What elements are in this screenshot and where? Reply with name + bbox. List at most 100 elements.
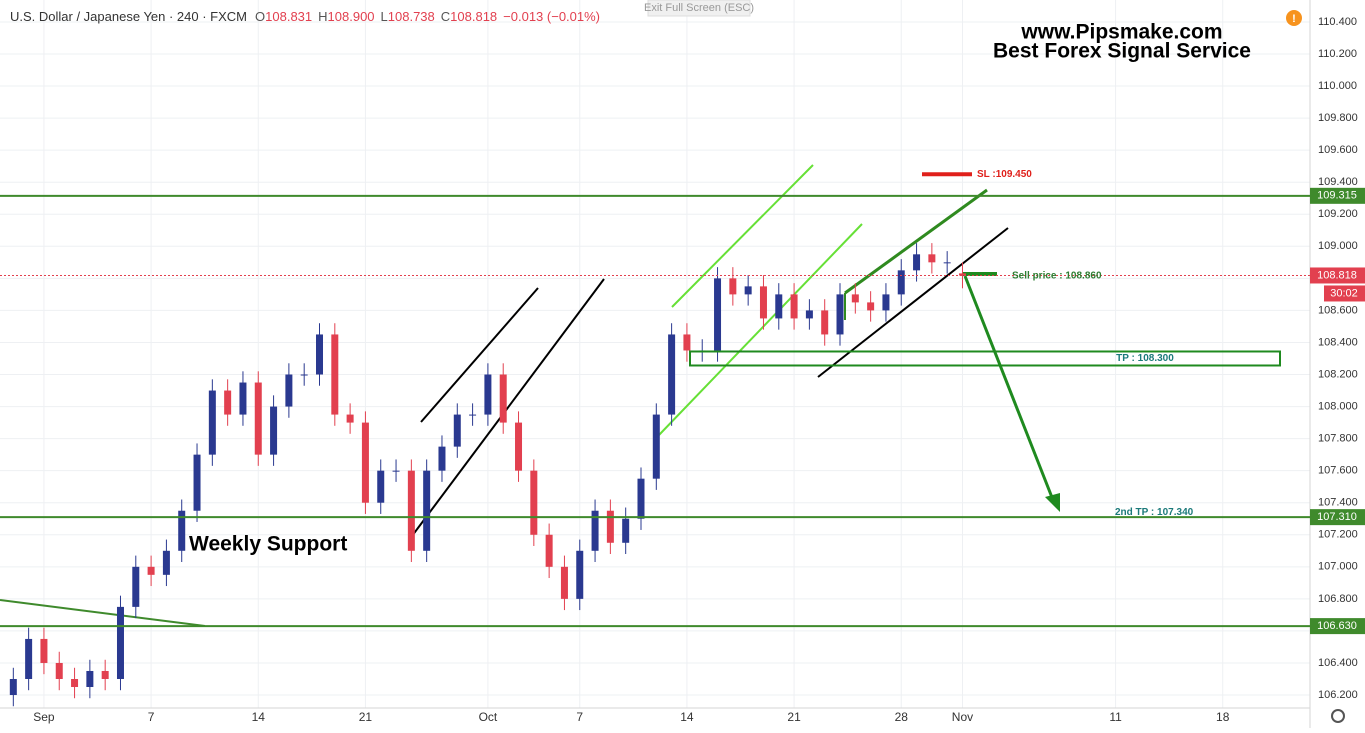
x-tick-label: 7 <box>576 710 583 724</box>
y-tick-label: 110.400 <box>1318 16 1357 28</box>
x-tick-label: Nov <box>952 710 973 724</box>
candle-body <box>346 414 354 423</box>
ohlc-value: 108.818 <box>450 9 497 24</box>
y-tick-label: 106.400 <box>1318 657 1358 669</box>
candle-body <box>591 510 599 551</box>
alert-icon-glyph: ! <box>1292 13 1296 25</box>
candle-body <box>729 278 737 295</box>
trend-line <box>817 227 1009 378</box>
ohlc-key: C <box>441 9 450 24</box>
candle-body <box>867 302 875 311</box>
exit-button[interactable] <box>647 0 751 17</box>
support-label: Weekly Support <box>189 533 347 556</box>
countdown-tag <box>1324 285 1365 302</box>
candle-body <box>300 374 308 376</box>
candle-body <box>270 406 278 455</box>
y-tick-label: 107.000 <box>1318 561 1358 573</box>
y-tick-label: 108.000 <box>1318 400 1358 412</box>
header: U.S. Dollar / Japanese Yen · 240 · FXCM O… <box>10 9 600 24</box>
price-level-tag <box>1310 187 1365 204</box>
y-tick-label: 108.200 <box>1318 368 1358 380</box>
candle-body <box>882 294 890 311</box>
candle-body <box>423 470 431 551</box>
x-tick-label: Sep <box>33 710 55 724</box>
candle-body <box>453 414 461 447</box>
candle-body <box>469 414 477 416</box>
x-tick-label: 14 <box>680 710 694 724</box>
candle-body <box>178 510 186 551</box>
ohlc-key: L <box>381 9 388 24</box>
candle-body <box>652 414 660 479</box>
settings-icon[interactable] <box>1331 709 1345 723</box>
arrow-head <box>1045 493 1060 512</box>
watermark: www.Pipsmake.com <box>1020 21 1222 44</box>
exit-button-label[interactable]: Exit Full Screen (ESC) <box>644 2 754 14</box>
sell-label: Sell price : 108.860 <box>1012 270 1102 281</box>
y-tick-label: 107.600 <box>1318 465 1358 477</box>
candle-body <box>576 550 584 599</box>
y-tick-label: 107.800 <box>1318 433 1358 445</box>
candle-body <box>361 422 369 503</box>
grid <box>0 0 1310 708</box>
x-tick-label: 21 <box>787 710 801 724</box>
candle-body <box>392 470 400 472</box>
price-level-tag <box>1310 618 1365 635</box>
x-tick-label: 18 <box>1216 710 1230 724</box>
candle-body <box>958 273 966 276</box>
candle-body <box>775 294 783 319</box>
y-tick-label: 108.400 <box>1318 336 1358 348</box>
candle-body <box>9 678 17 696</box>
candle-body <box>316 334 324 375</box>
candles <box>9 243 966 707</box>
countdown: 30:02 <box>1330 287 1358 299</box>
y-tick-label: 109.000 <box>1318 240 1358 252</box>
candle-body <box>254 382 262 455</box>
candle-body <box>86 670 94 688</box>
target-arrow <box>963 275 1055 501</box>
candle-body <box>545 534 553 567</box>
candle-body <box>285 374 293 407</box>
candle-body <box>606 510 614 543</box>
candle-body <box>484 374 492 415</box>
candle-body <box>637 478 645 519</box>
y-tick-label: 108.600 <box>1318 304 1358 316</box>
candle-body <box>744 286 752 295</box>
ohlc-key: H <box>318 9 327 24</box>
trend-line <box>658 223 863 436</box>
candle-body <box>560 566 568 599</box>
candle-body <box>499 374 507 423</box>
y-tick-label: 107.400 <box>1318 497 1358 509</box>
candle-body <box>821 310 829 335</box>
take-profit-label: TP : 108.300 <box>1116 353 1174 364</box>
ohlc-change: −0.013 (−0.01%) <box>503 9 600 24</box>
candle-body <box>224 390 232 415</box>
candle-body <box>162 550 170 575</box>
ohlc-key: O <box>255 9 265 24</box>
y-tick-label: 110.000 <box>1318 80 1357 92</box>
candle-body <box>438 446 446 471</box>
x-tick-label: 11 <box>1109 710 1122 724</box>
candle-body <box>530 470 538 535</box>
candle-body <box>851 294 859 303</box>
x-tick-label: 7 <box>148 710 155 724</box>
price-level-label: 107.310 <box>1317 511 1357 523</box>
price-level-tag <box>1310 267 1365 284</box>
x-tick-label: 21 <box>359 710 373 724</box>
price-level-label: 109.315 <box>1317 190 1357 202</box>
candle-body <box>805 310 813 319</box>
candle-body <box>331 334 339 415</box>
alert-icon[interactable] <box>1286 10 1302 26</box>
take-profit-2-label: 2nd TP : 107.340 <box>1115 507 1194 518</box>
watermark: Best Forex Signal Service <box>993 40 1251 63</box>
candle-body <box>116 606 124 679</box>
y-tick-label: 110.200 <box>1318 48 1357 60</box>
x-tick-label: 28 <box>895 710 909 724</box>
y-tick-label: 109.600 <box>1318 144 1358 156</box>
candle-body <box>193 454 201 511</box>
y-tick-label: 106.200 <box>1318 689 1358 701</box>
candle-body <box>943 262 951 264</box>
y-tick-label: 109.800 <box>1318 112 1358 124</box>
candle-body <box>208 390 216 455</box>
candle-body <box>836 294 844 335</box>
